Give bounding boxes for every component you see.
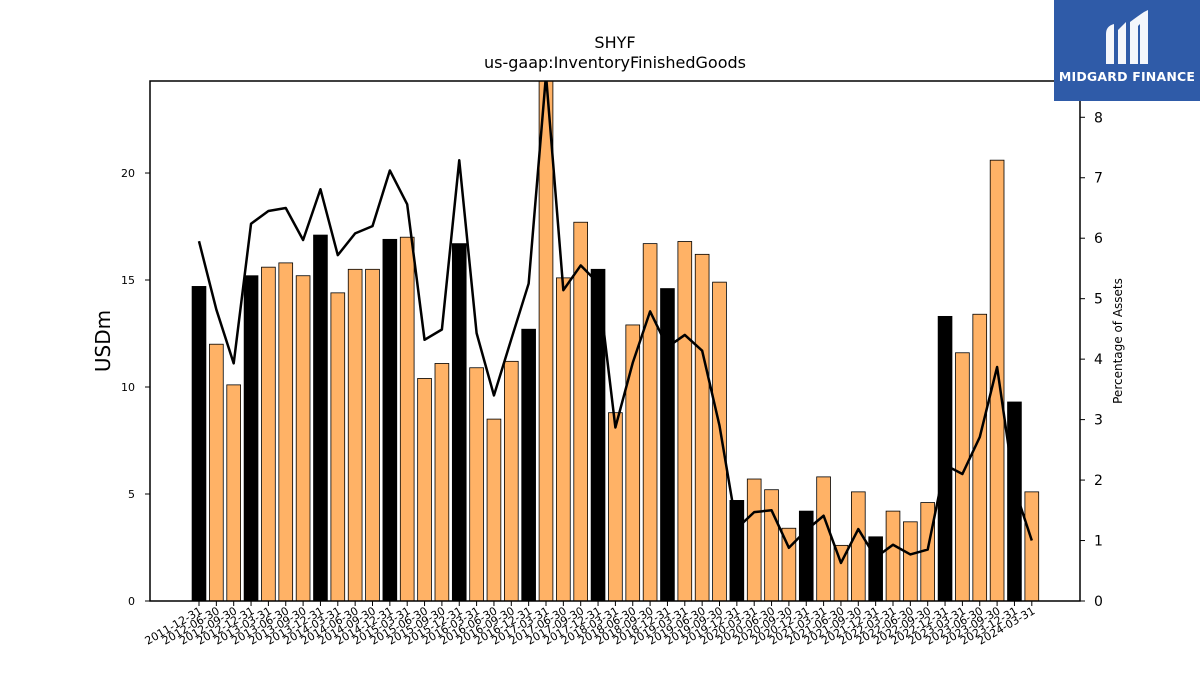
bar (261, 266, 276, 602)
y2-tick-label: 0 (1094, 594, 1103, 610)
y2-axis-label: Percentage of Assets (1111, 278, 1125, 404)
bar (955, 352, 970, 602)
logo-mark (1106, 10, 1148, 64)
y2-tick-label: 3 (1094, 413, 1103, 429)
midgard-logo-icon (1054, 0, 1200, 101)
y2-tick-label: 4 (1094, 352, 1103, 368)
bar (729, 500, 745, 602)
bar (712, 281, 727, 602)
bar (347, 268, 363, 602)
y-axis-left: 0 5 10 15 20 (121, 167, 150, 608)
bar (885, 510, 901, 602)
brand-logo: MIDGARD FINANCE (1054, 0, 1200, 101)
bar (399, 236, 415, 602)
y-axis-label: USDm (91, 310, 115, 372)
bar (851, 491, 866, 602)
bar (365, 268, 380, 602)
bar (469, 367, 484, 602)
bar (191, 286, 207, 602)
y-tick-label: 5 (128, 488, 135, 501)
bar (573, 221, 588, 602)
bar (330, 292, 346, 602)
bar (521, 328, 536, 602)
chart-subtitle: us-gaap:InventoryFinishedGoods (484, 53, 746, 72)
logo-background (1054, 0, 1200, 101)
y-tick-label: 20 (121, 167, 135, 180)
bar (209, 343, 224, 602)
bars-group (191, 80, 1040, 602)
bar (313, 234, 328, 602)
bar (937, 315, 953, 602)
y-tick-label: 0 (128, 595, 135, 608)
pct-of-assets-line (197, 81, 1033, 565)
bar (451, 243, 467, 602)
bar (538, 80, 554, 602)
bar (278, 262, 294, 602)
pct-line-group (197, 81, 1033, 565)
bar (608, 412, 623, 602)
bar (226, 384, 242, 602)
bar (382, 238, 398, 602)
bar (694, 253, 710, 602)
y2-tick-label: 2 (1094, 473, 1103, 489)
bar (503, 360, 519, 602)
bar (677, 241, 693, 602)
y2-tick-label: 1 (1094, 534, 1103, 550)
y2-tick-label: 7 (1094, 171, 1103, 187)
y2-tick-label: 6 (1094, 231, 1103, 247)
bar (764, 489, 779, 602)
y2-tick-label: 8 (1094, 110, 1103, 126)
bar (642, 243, 658, 602)
bar (989, 159, 1005, 602)
bar (434, 363, 450, 602)
bar (816, 476, 831, 602)
brand-name: MIDGARD FINANCE (1058, 69, 1196, 84)
bar (903, 521, 918, 602)
y-tick-label: 10 (121, 381, 135, 394)
bar (972, 313, 988, 602)
bar (486, 418, 502, 602)
x-axis: 2011-12-312012-06-302012-09-302012-12-31… (143, 601, 1037, 648)
y2-tick-label: 5 (1094, 292, 1103, 308)
bar (556, 277, 571, 602)
bar (1024, 491, 1040, 602)
bar (868, 536, 883, 602)
y-tick-label: 15 (121, 274, 135, 287)
y-axis-right: 0 1 2 3 4 5 6 7 8 (1080, 110, 1103, 610)
bar (243, 275, 259, 602)
chart-title: SHYF (594, 33, 635, 52)
bar (295, 275, 311, 602)
bar (417, 378, 432, 602)
bar (746, 478, 762, 602)
